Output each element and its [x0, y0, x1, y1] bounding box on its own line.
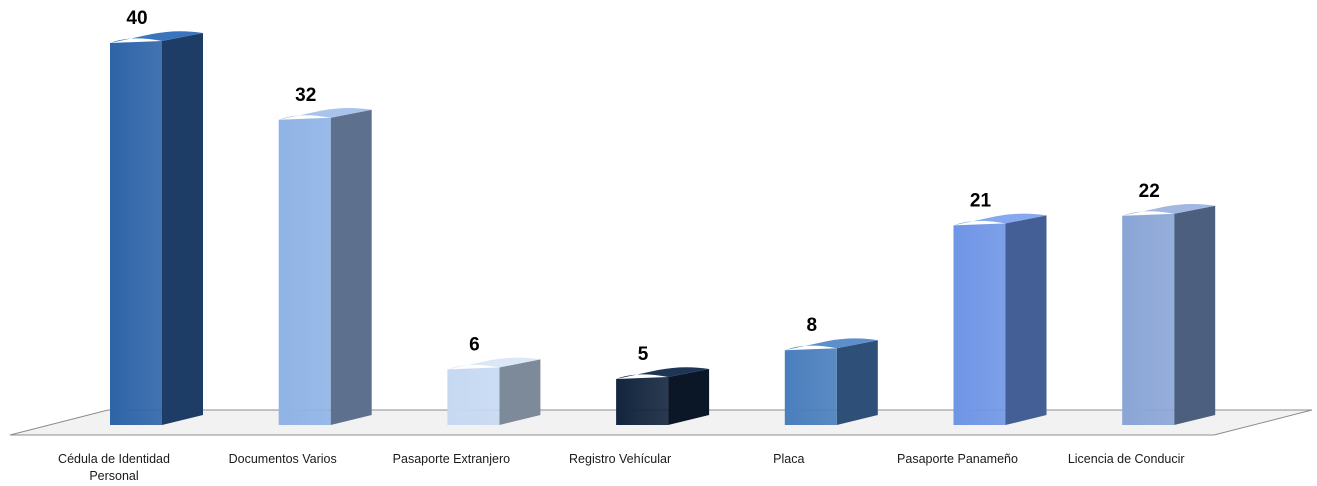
bar-top-face: [784, 338, 878, 351]
value-label-2: 32: [295, 85, 316, 106]
bar-side-face: [668, 369, 710, 425]
value-label-3: 6: [469, 334, 480, 355]
bar-front-face: [278, 117, 331, 426]
bar-side-face: [162, 33, 203, 425]
bar-5: [784, 338, 878, 425]
bar-top-face: [278, 108, 372, 120]
bar-side-face: [330, 109, 372, 426]
bar-4: [616, 367, 710, 425]
bar-side-face: [1005, 215, 1047, 425]
bar-7: [1122, 204, 1216, 425]
value-label-5: 8: [807, 315, 818, 336]
category-label-3: Pasaporte Extranjero: [393, 452, 510, 466]
value-label-6: 21: [970, 190, 992, 211]
bar-side-face: [1174, 205, 1216, 425]
bar-top-face: [616, 367, 710, 379]
value-labels-group: 40 32 6 5 8 21 22: [126, 8, 1159, 365]
bar-front-face: [616, 377, 669, 425]
bar-top-face: [110, 31, 203, 43]
category-label-2: Documentos Varios: [229, 452, 337, 466]
bar-2: [278, 108, 372, 426]
bar-front-face: [784, 348, 837, 425]
value-label-4: 5: [638, 344, 649, 365]
category-label-5: Placa: [773, 452, 804, 466]
bars-group: [110, 31, 1216, 426]
category-label-1: Cédula de Identidad Personal: [58, 452, 170, 483]
bar-side-face: [499, 359, 541, 425]
bar-1: [110, 31, 203, 425]
category-label-6: Pasaporte Panameño: [897, 452, 1018, 466]
bar-top-face: [1122, 204, 1216, 216]
category-label-7: Licencia de Conducir: [1068, 452, 1185, 466]
bar-front-face: [110, 41, 162, 425]
bar-side-face: [836, 340, 878, 425]
category-labels-group: Cédula de Identidad Personal Documentos Va…: [58, 452, 1185, 483]
value-label-7: 22: [1139, 181, 1160, 202]
bar-top-face: [953, 213, 1047, 226]
bar-6: [953, 213, 1047, 425]
bar-top-face: [447, 357, 541, 370]
bar-front-face: [447, 367, 500, 425]
value-label-1: 40: [126, 8, 147, 29]
bar-3: [447, 357, 541, 425]
bar-front-face: [1122, 213, 1175, 425]
bar-front-face: [953, 223, 1006, 425]
category-label-4: Registro Vehícular: [569, 452, 671, 466]
